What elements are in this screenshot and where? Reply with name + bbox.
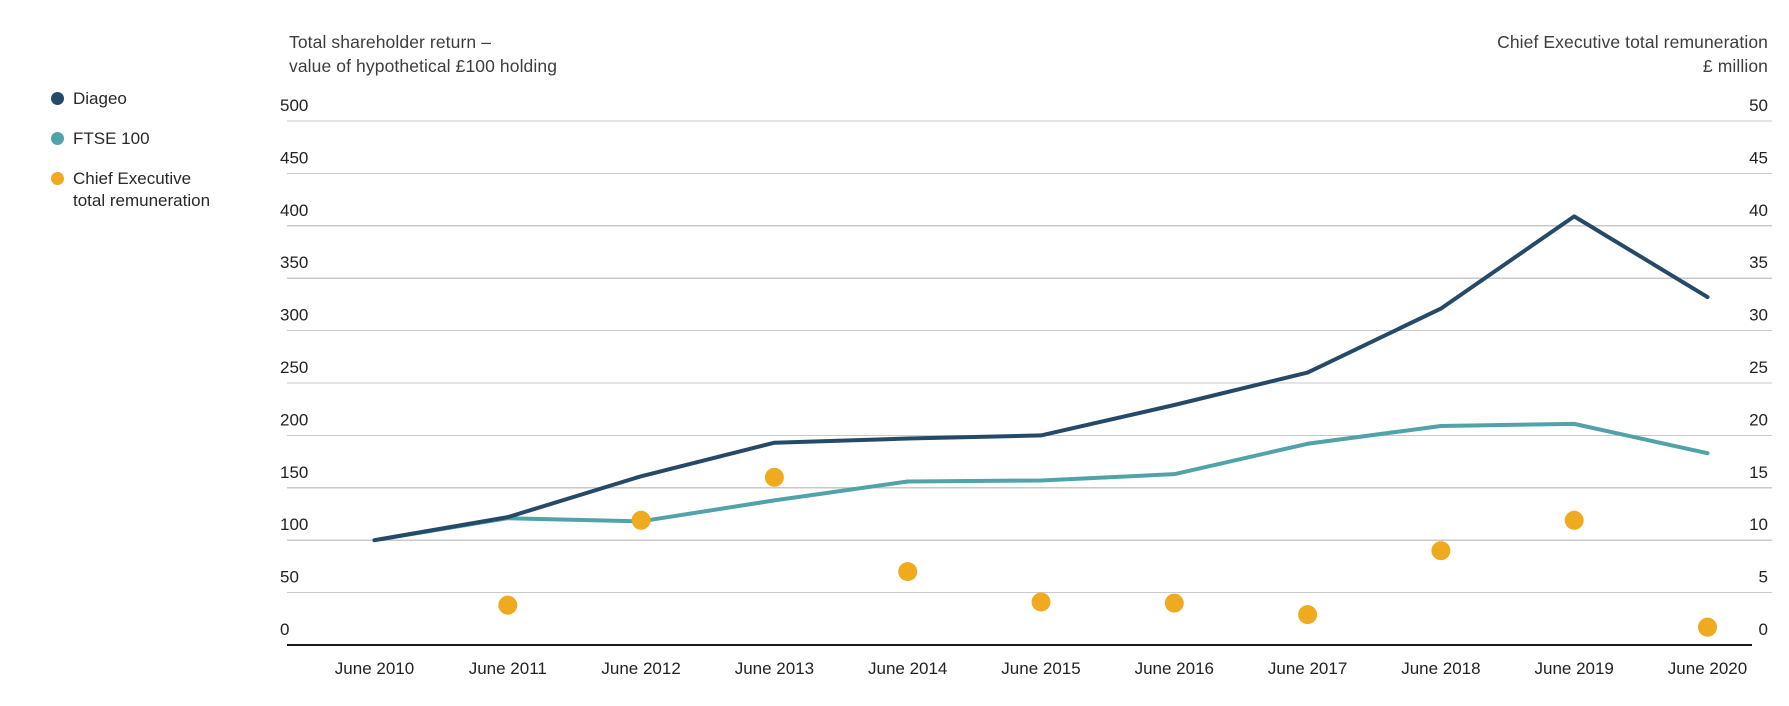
y-axis-tick-label-left: 500 [280,96,308,115]
ceo-remuneration-dot [1164,593,1184,613]
ceo-remuneration-legend-dot-icon [51,172,64,185]
y-axis-tick-label-right: 30 [1749,306,1768,325]
ftse-100-line [372,421,1710,543]
ftse-legend-dot-icon [51,132,64,145]
x-axis-tick-label: June 2020 [1668,659,1747,678]
y-axis-tick-label-right: 35 [1749,253,1768,272]
legend-item-diageo: Diageo [51,88,210,110]
legend-item-ceo-remuneration: Chief Executive total remuneration [51,168,210,212]
y-axis-tick-label-right: 10 [1749,515,1768,534]
x-axis-tick-label: June 2018 [1401,659,1480,678]
y-axis-tick-label-right: 15 [1749,463,1768,482]
y-axis-tick-label-right: 0 [1759,620,1768,639]
y-axis-tick-label-left: 350 [280,253,308,272]
y-axis-tick-label-left: 100 [280,515,308,534]
ceo-remuneration-dot [898,562,918,582]
x-axis-tick-label: June 2010 [335,659,414,678]
left-axis-title: Total shareholder return – value of hypo… [289,30,557,78]
y-axis-tick-label-left: 200 [280,410,308,429]
y-axis-tick-label-right: 25 [1749,358,1768,377]
chart-legend: Diageo FTSE 100 Chief Executive total re… [51,88,210,230]
x-axis-tick-label: June 2011 [469,659,547,678]
right-axis-title-line2: £ million [1702,56,1768,76]
y-axis-tick-label-left: 0 [280,620,289,639]
right-axis-title-line1: Chief Executive total remuneration [1497,32,1768,52]
y-axis-tick-label-right: 40 [1749,201,1768,220]
ceo-remuneration-dot [1698,617,1717,637]
legend-item-ftse-100: FTSE 100 [51,128,210,150]
x-axis-tick-label: June 2012 [601,659,680,678]
ceo-remuneration-dot [1298,605,1318,625]
ceo-remuneration-dot [498,595,518,615]
diageo-line [372,214,1710,543]
legend-label-ftse-100: FTSE 100 [73,129,150,148]
x-axis-tick-label: June 2017 [1268,659,1347,678]
ceo-remuneration-dot [1031,592,1051,612]
left-axis-title-line1: Total shareholder return – [289,32,492,52]
left-axis-title-line2: value of hypothetical £100 holding [289,56,558,76]
y-axis-tick-label-left: 150 [280,463,308,482]
y-axis-tick-label-left: 250 [280,358,308,377]
y-axis-tick-label-right: 45 [1749,148,1768,167]
legend-label-ceo-remuneration: Chief Executive total remuneration [73,169,211,210]
x-axis-tick-label: June 2013 [735,659,814,678]
y-axis-tick-label-left: 450 [280,148,308,167]
x-axis-tick-label: June 2014 [868,659,947,678]
x-axis-tick-label: June 2016 [1135,659,1214,678]
y-axis-tick-label-right: 20 [1749,410,1768,429]
x-axis-tick-label: June 2015 [1001,659,1080,678]
ceo-remuneration-dot [631,510,651,530]
ceo-remuneration-dot [1564,510,1584,530]
y-axis-tick-label-left: 50 [280,568,299,587]
y-axis-tick-label-left: 400 [280,201,308,220]
ceo-remuneration-dot [764,467,784,487]
y-axis-tick-label-right: 5 [1759,568,1768,587]
legend-label-diageo: Diageo [73,89,127,108]
ceo-remuneration-dot [1431,541,1451,561]
y-axis-tick-label-right: 50 [1749,96,1768,115]
diageo-legend-dot-icon [51,92,64,105]
x-axis-tick-label: June 2019 [1534,659,1613,678]
right-axis-title: Chief Executive total remuneration £ mil… [1408,30,1768,78]
y-axis-tick-label-left: 300 [280,306,308,325]
